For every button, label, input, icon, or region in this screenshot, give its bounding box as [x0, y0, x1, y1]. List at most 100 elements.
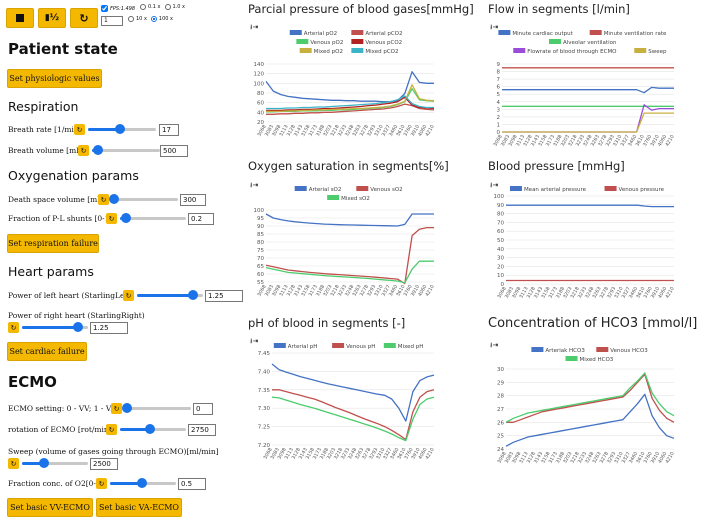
- dead-space-reset-button[interactable]: ↻: [98, 194, 109, 205]
- legend-label[interactable]: Alveolar ventilation: [563, 40, 617, 46]
- chart-toolbar[interactable]: ⭳⇥: [250, 337, 258, 348]
- right-heart-input[interactable]: 1.25: [90, 322, 128, 334]
- legend-swatch[interactable]: [565, 356, 578, 361]
- shunts-slider[interactable]: [120, 213, 186, 223]
- ecmo-setting-input[interactable]: 0: [193, 403, 213, 415]
- speed-radio-0[interactable]: [140, 4, 146, 10]
- pan-icon[interactable]: ⇥: [252, 337, 259, 345]
- legend-swatch[interactable]: [531, 347, 544, 352]
- speed-radio-1[interactable]: [164, 4, 171, 10]
- download-icon[interactable]: ⭳: [250, 181, 253, 189]
- left-heart-reset-button[interactable]: ↻: [123, 290, 134, 301]
- download-icon[interactable]: ⭳: [250, 23, 253, 31]
- chart-toolbar[interactable]: ⭳⇥: [250, 181, 258, 192]
- pan-icon[interactable]: ⇥: [252, 23, 259, 31]
- fps-checkbox[interactable]: [101, 5, 108, 12]
- breath-rate-slider[interactable]: [88, 124, 156, 134]
- legend-swatch[interactable]: [294, 186, 307, 191]
- dead-space-input[interactable]: 300: [180, 194, 206, 206]
- legend-label[interactable]: Venous pCO2: [365, 40, 402, 46]
- legend-swatch[interactable]: [351, 48, 364, 53]
- left-heart-input[interactable]: 1.25: [205, 290, 243, 302]
- legend-label[interactable]: Sweep: [648, 49, 667, 55]
- breath-volume-reset-button[interactable]: ↻: [78, 145, 89, 156]
- breath-rate-reset-button[interactable]: ↻: [74, 124, 85, 135]
- set-respiration-failure-button[interactable]: Set respiration failure: [7, 234, 99, 253]
- legend-swatch[interactable]: [383, 343, 396, 348]
- pan-icon[interactable]: ⇥: [252, 181, 259, 189]
- legend-swatch[interactable]: [596, 347, 609, 352]
- legend-swatch[interactable]: [332, 343, 345, 348]
- chart-toolbar[interactable]: ⭳⇥: [490, 23, 498, 34]
- left-heart-slider[interactable]: [137, 290, 203, 300]
- legend-swatch[interactable]: [299, 48, 312, 53]
- speed-radio-2[interactable]: [128, 16, 134, 22]
- set-vv-ecmo-button[interactable]: Set basic VV-ECMO: [7, 498, 93, 517]
- legend-label[interactable]: Mixed pO2: [314, 49, 343, 55]
- pan-icon[interactable]: ⇥: [492, 341, 499, 349]
- stop-button[interactable]: [6, 8, 34, 28]
- legend-label[interactable]: Mixed pH: [398, 344, 424, 350]
- legend-label[interactable]: Minute cardiac output: [512, 31, 573, 37]
- rotation-reset-button[interactable]: ↻: [106, 424, 117, 435]
- legend-swatch[interactable]: [273, 343, 286, 348]
- o2-fraction-input[interactable]: 0.5: [178, 478, 206, 490]
- right-heart-reset-button[interactable]: ↻: [8, 322, 19, 333]
- download-icon[interactable]: ⭳: [490, 23, 493, 31]
- half-step-button[interactable]: ▮½: [38, 8, 66, 28]
- o2-fraction-slider[interactable]: [110, 478, 176, 488]
- legend-swatch[interactable]: [634, 48, 647, 53]
- o2-fraction-reset-button[interactable]: ↻: [96, 478, 107, 489]
- legend-swatch[interactable]: [509, 186, 522, 191]
- legend-swatch[interactable]: [589, 30, 602, 35]
- breath-volume-input[interactable]: 500: [160, 145, 188, 157]
- legend-label[interactable]: Venous HCO3: [610, 348, 648, 354]
- legend-label[interactable]: Arterial pO2: [304, 31, 337, 37]
- legend-label[interactable]: Venous pressure: [619, 187, 665, 193]
- set-va-ecmo-button[interactable]: Set basic VA-ECMO: [96, 498, 182, 517]
- ecmo-setting-slider[interactable]: [122, 403, 191, 413]
- legend-swatch[interactable]: [296, 39, 309, 44]
- ecmo-setting-reset-button[interactable]: ↻: [111, 403, 122, 414]
- legend-label[interactable]: Mixed sO2: [341, 196, 370, 202]
- sweep-input[interactable]: 2500: [90, 458, 118, 470]
- legend-label[interactable]: Arterial sO2: [309, 187, 342, 193]
- legend-label[interactable]: Venous pH: [346, 344, 375, 350]
- breath-volume-slider[interactable]: [92, 145, 160, 155]
- shunts-input[interactable]: 0.2: [188, 213, 214, 225]
- chart-toolbar[interactable]: ⭳⇥: [490, 181, 498, 192]
- chart-toolbar[interactable]: ⭳⇥: [490, 341, 498, 352]
- speed-input[interactable]: 1: [101, 16, 123, 26]
- legend-swatch[interactable]: [498, 30, 511, 35]
- dead-space-slider[interactable]: [109, 194, 178, 204]
- legend-label[interactable]: Arteriak HCO3: [545, 348, 585, 354]
- reset-button[interactable]: ↻: [70, 8, 98, 28]
- sweep-reset-button[interactable]: ↻: [8, 458, 19, 469]
- legend-swatch[interactable]: [604, 186, 617, 191]
- rotation-input[interactable]: 2750: [188, 424, 216, 436]
- legend-label[interactable]: Venous pO2: [310, 40, 343, 46]
- set-cardiac-failure-button[interactable]: Set cardiac failure: [7, 342, 87, 361]
- pan-icon[interactable]: ⇥: [492, 181, 499, 189]
- set-physiologic-button[interactable]: Set physiologic values: [7, 69, 102, 88]
- legend-swatch[interactable]: [549, 39, 561, 44]
- shunts-reset-button[interactable]: ↻: [106, 213, 117, 224]
- legend-label[interactable]: Venous sO2: [370, 187, 402, 193]
- legend-label[interactable]: Flowrate of blood through ECMO: [527, 49, 617, 55]
- legend-swatch[interactable]: [356, 186, 369, 191]
- download-icon[interactable]: ⭳: [490, 341, 493, 349]
- legend-label[interactable]: Arterial pCO2: [365, 31, 402, 37]
- pan-icon[interactable]: ⇥: [492, 23, 499, 31]
- speed-radio-3[interactable]: [150, 16, 157, 22]
- legend-swatch[interactable]: [351, 39, 364, 44]
- fps-toggle[interactable]: FPS:1.498: [101, 5, 135, 12]
- right-heart-slider[interactable]: [22, 322, 88, 332]
- download-icon[interactable]: ⭳: [250, 337, 253, 345]
- download-icon[interactable]: ⭳: [490, 181, 493, 189]
- legend-swatch[interactable]: [513, 48, 526, 53]
- legend-label[interactable]: Mean arterial pressure: [524, 187, 587, 193]
- legend-label[interactable]: Mixed HCO3: [580, 357, 614, 363]
- legend-label[interactable]: Mixed pCO2: [365, 49, 398, 55]
- legend-label[interactable]: Arterial pH: [288, 344, 318, 350]
- legend-swatch[interactable]: [327, 195, 340, 200]
